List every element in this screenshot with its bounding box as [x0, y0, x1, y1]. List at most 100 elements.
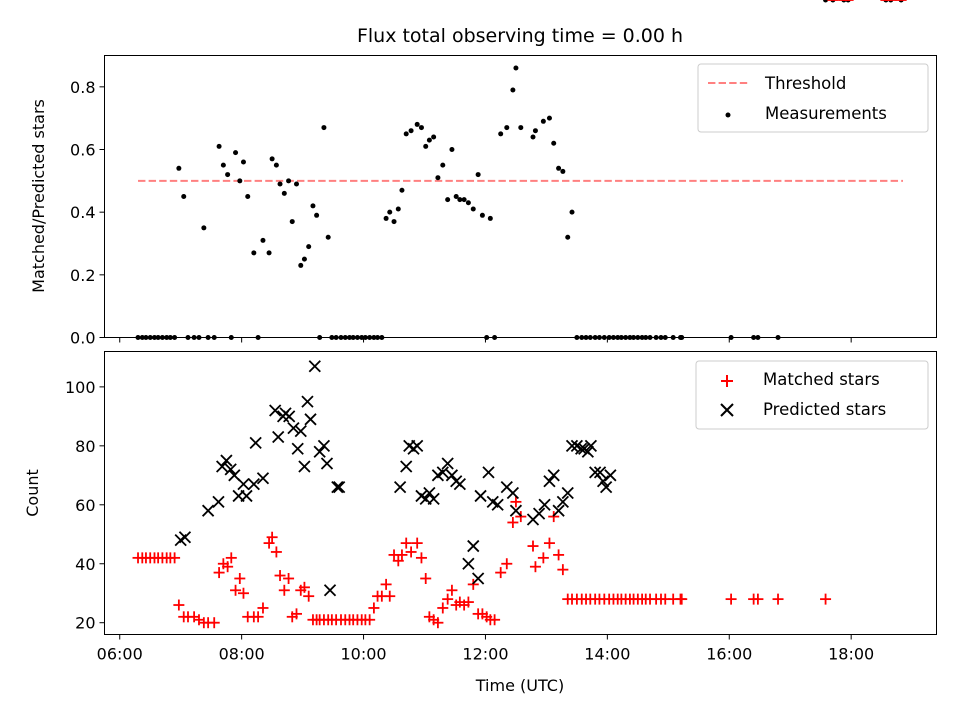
flux-ratio-plot-frame — [104, 55, 937, 338]
legend-predicted-stars-marker — [720, 403, 734, 417]
legend-threshold-label: Threshold — [764, 74, 846, 93]
predicted-stars-marker — [224, 463, 237, 476]
matched-stars-marker — [263, 537, 275, 549]
measurement-point — [426, 137, 432, 143]
predicted-stars-marker — [272, 430, 285, 444]
predicted-stars-marker-b — [482, 466, 495, 479]
predicted-stars-marker-b — [287, 422, 300, 435]
measurement-point — [310, 203, 316, 209]
predicted-stars-marker — [411, 439, 424, 452]
predicted-stars-marker — [506, 486, 520, 500]
predicted-stars-marker-b — [538, 498, 551, 511]
predicted-stars-marker-b — [543, 475, 556, 488]
predicted-stars-marker-b — [561, 486, 574, 500]
measurement-point — [289, 219, 295, 225]
predicted-stars-marker — [298, 460, 311, 473]
count-panel: 20 40 60 80 100 06:00 08:00 10:00 12:00 14:00 16:… — [23, 0, 937, 695]
matched-stars-marker — [222, 561, 234, 573]
predicted-stars-marker — [552, 504, 565, 517]
predicted-stars-marker — [509, 504, 523, 517]
measurement-point — [395, 206, 401, 212]
matched-stars-marker — [553, 549, 565, 561]
measurement-point — [301, 256, 307, 262]
matched-stars-marker — [772, 593, 784, 605]
measurement-point — [470, 206, 476, 212]
measurement-point — [387, 209, 393, 215]
count-y-tick-label: 40 — [75, 555, 95, 574]
predicted-stars-marker — [283, 410, 296, 423]
predicted-stars-marker — [220, 454, 233, 467]
predicted-stars-marker-b — [304, 413, 317, 426]
predicted-stars-marker-b — [589, 466, 602, 479]
predicted-stars-marker — [436, 466, 449, 479]
measurement-point — [556, 165, 562, 171]
measurement-point — [414, 121, 420, 127]
matched-stars-marker — [298, 581, 310, 593]
predicted-stars-marker — [212, 495, 225, 508]
matched-stars-marker — [173, 599, 185, 611]
x-tick-label: 18:00 — [828, 645, 874, 664]
predicted-stars-marker — [547, 469, 560, 482]
predicted-stars-marker-b — [565, 439, 579, 452]
measurement-point — [220, 162, 226, 168]
measurement-point — [240, 159, 246, 165]
measurement-point — [176, 165, 182, 171]
predicted-stars-marker-b — [581, 445, 594, 458]
count-y-axis-label: Count — [23, 469, 42, 517]
predicted-stars-marker — [294, 424, 307, 438]
measurement-point — [487, 215, 493, 221]
predicted-stars-marker-b — [445, 469, 459, 482]
measurement-point — [560, 168, 566, 174]
matched-stars-marker — [283, 572, 295, 584]
predicted-stars-marker-b — [604, 469, 617, 482]
matched-stars-marker — [537, 552, 549, 564]
predicted-stars-marker-b — [216, 460, 229, 473]
matched-stars-marker — [392, 555, 404, 567]
measurement-point — [281, 190, 287, 196]
predicted-stars-marker-b — [436, 466, 449, 479]
predicted-stars-marker-b — [532, 507, 546, 520]
matched-stars-marker — [274, 570, 286, 582]
predicted-stars-marker-b — [237, 478, 250, 491]
measurement-point — [286, 178, 292, 184]
measurement-point — [823, 0, 829, 3]
predicted-stars-marker — [491, 498, 504, 511]
measurement-point — [551, 140, 557, 146]
measurement-point — [294, 181, 299, 187]
measurement-point — [431, 134, 437, 140]
measurement-point — [201, 225, 207, 231]
predicted-stars-marker — [240, 489, 253, 503]
flux-ratio-y-tick-label: 0.4 — [70, 203, 95, 222]
matched-stars-marker — [303, 590, 315, 602]
measurement-point — [298, 262, 304, 268]
matched-stars-marker — [237, 587, 249, 599]
predicted-stars-marker-b — [441, 457, 454, 470]
predicted-stars-marker-b — [256, 472, 270, 485]
predicted-stars-marker — [596, 475, 610, 488]
predicted-stars-marker-b — [313, 445, 326, 458]
predicted-stars-marker — [320, 457, 334, 470]
matched-stars-marker — [291, 608, 302, 620]
matched-stars-marker — [405, 546, 417, 558]
measurement-point — [546, 115, 552, 121]
predicted-stars-marker — [323, 584, 337, 597]
predicted-stars-marker-b — [600, 480, 613, 494]
predicted-stars-marker — [600, 480, 613, 494]
predicted-stars-marker-b — [423, 486, 436, 500]
predicted-stars-marker-b — [453, 478, 466, 491]
matched-stars-marker — [234, 572, 246, 584]
measurement-point — [418, 125, 424, 131]
predicted-stars-marker — [561, 486, 574, 500]
predicted-stars-marker — [304, 413, 317, 426]
measurement-point — [273, 162, 279, 168]
chart-title: Flux total observing time = 0.00 h — [357, 25, 683, 47]
predicted-stars-marker — [441, 457, 454, 470]
predicted-stars-marker-b — [509, 504, 523, 517]
measurement-point — [435, 175, 441, 181]
matched-stars-marker — [252, 611, 264, 623]
measurement-point — [457, 197, 463, 203]
predicted-stars-marker-b — [596, 475, 610, 488]
flux-ratio-y-tick-label: 0.0 — [70, 329, 95, 348]
measurement-point — [423, 143, 429, 149]
